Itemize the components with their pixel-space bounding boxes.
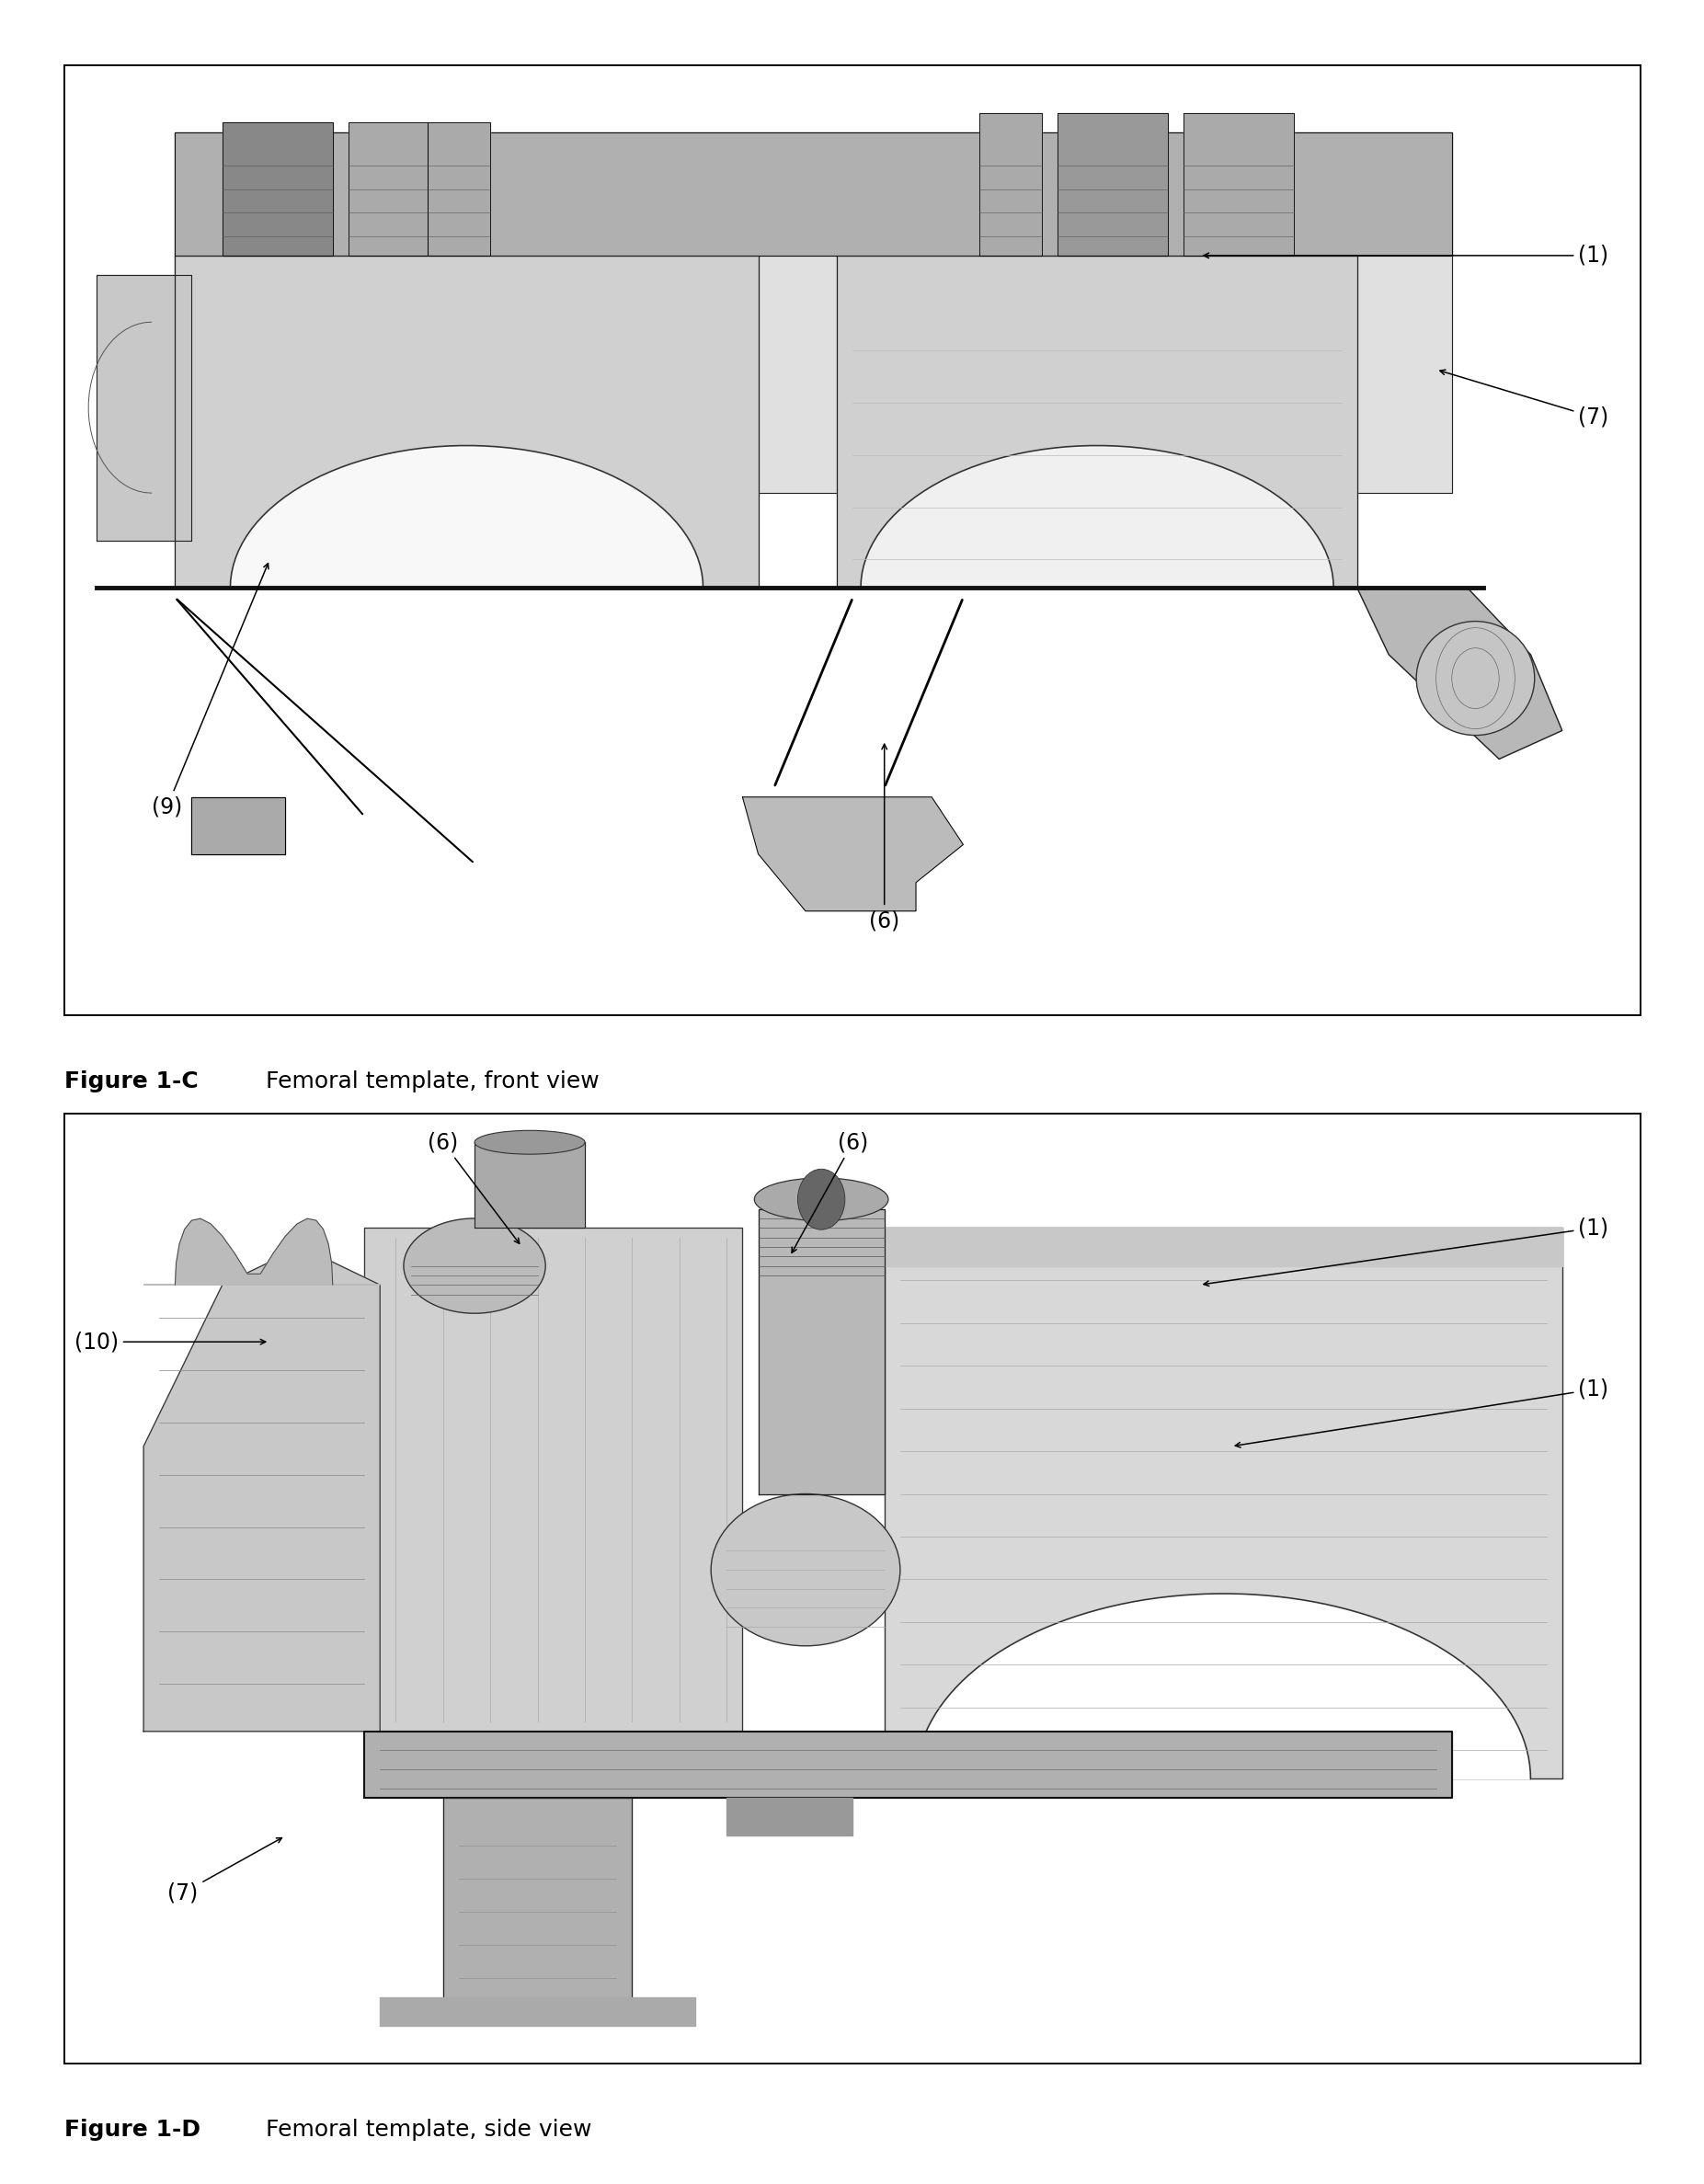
Polygon shape: [176, 131, 1452, 256]
Polygon shape: [1184, 114, 1295, 256]
Bar: [65, 66, 1641, 1016]
Polygon shape: [380, 1998, 695, 2027]
Text: Femoral template, front view: Femoral template, front view: [266, 1070, 600, 1092]
Text: (6): (6): [869, 745, 900, 933]
Text: (1): (1): [1235, 1378, 1609, 1448]
Ellipse shape: [711, 1494, 900, 1647]
Polygon shape: [758, 1210, 884, 1494]
Text: (1): (1): [1203, 1216, 1609, 1286]
Polygon shape: [837, 256, 1356, 587]
Bar: [65, 1114, 1641, 2064]
Polygon shape: [978, 114, 1043, 256]
Ellipse shape: [474, 1131, 584, 1153]
Circle shape: [797, 1168, 845, 1230]
Text: Figure 1-D: Figure 1-D: [65, 2118, 201, 2140]
Polygon shape: [365, 1227, 743, 1732]
Polygon shape: [743, 797, 963, 911]
Polygon shape: [1356, 587, 1563, 760]
Text: (6): (6): [792, 1131, 867, 1254]
Ellipse shape: [755, 1177, 888, 1221]
Polygon shape: [884, 1594, 1530, 1778]
Text: (9): (9): [152, 563, 269, 817]
Text: Femoral template, side view: Femoral template, side view: [266, 2118, 591, 2140]
Polygon shape: [726, 1797, 854, 1837]
Polygon shape: [365, 1732, 1452, 1797]
Polygon shape: [143, 1219, 380, 1284]
Polygon shape: [176, 256, 758, 587]
Text: (7): (7): [1440, 369, 1609, 428]
Polygon shape: [884, 1227, 1563, 1778]
Text: Figure 1-C: Figure 1-C: [65, 1070, 199, 1092]
Text: (7): (7): [167, 1839, 281, 1904]
Polygon shape: [443, 1797, 632, 2007]
Ellipse shape: [1416, 620, 1535, 736]
Text: (1): (1): [1203, 245, 1609, 266]
Ellipse shape: [404, 1219, 545, 1313]
Polygon shape: [428, 122, 491, 256]
Polygon shape: [474, 1142, 584, 1227]
Polygon shape: [1058, 114, 1169, 256]
Polygon shape: [884, 1227, 1563, 1267]
Polygon shape: [230, 446, 704, 587]
Polygon shape: [95, 275, 191, 539]
Text: (6): (6): [428, 1131, 520, 1243]
Polygon shape: [222, 122, 332, 256]
Polygon shape: [176, 131, 1452, 494]
Polygon shape: [143, 1247, 380, 1732]
Polygon shape: [349, 122, 428, 256]
Text: (10): (10): [75, 1330, 266, 1352]
Polygon shape: [191, 797, 286, 854]
Polygon shape: [861, 446, 1334, 587]
